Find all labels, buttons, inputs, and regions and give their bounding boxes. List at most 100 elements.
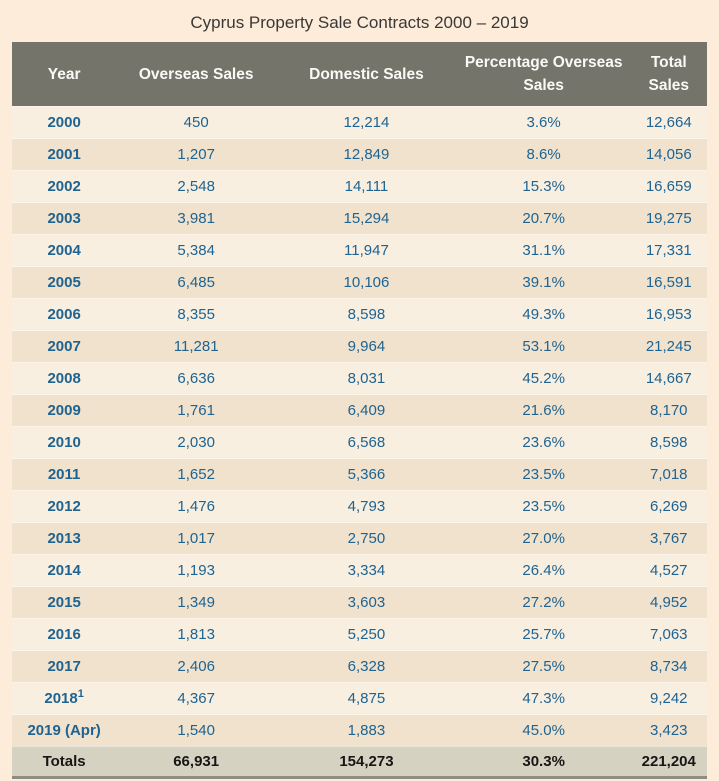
page-title: Cyprus Property Sale Contracts 2000 – 20…: [190, 13, 529, 32]
domestic-value-cell: 15,294: [276, 202, 457, 235]
total-value-cell: 7,018: [630, 458, 707, 491]
year-cell: 2019 (Apr): [12, 714, 117, 747]
year-cell: 2001: [12, 138, 117, 171]
column-header-year: Year: [12, 42, 117, 107]
domestic-value-cell: 6,568: [276, 426, 457, 459]
year-cell: 2006: [12, 298, 117, 331]
year-cell: 2009: [12, 394, 117, 427]
year-cell: 2002: [12, 170, 117, 203]
overseas-value-cell: 5,384: [116, 234, 277, 267]
overseas-value-cell: 2,030: [116, 426, 277, 459]
domestic-value-cell: 3,603: [276, 586, 457, 619]
total-value-cell: 9,242: [630, 682, 707, 715]
table-row: 2019 (Apr) 1,540 1,883 45.0% 3,423: [12, 714, 707, 747]
column-header-overseas-sales: Overseas Sales: [116, 42, 277, 107]
table-row: 2009 1,761 6,409 21.6% 8,170: [12, 394, 707, 427]
year-cell: 2015: [12, 586, 117, 619]
total-value-cell: 16,659: [630, 170, 707, 203]
overseas-value-cell: 2,548: [116, 170, 277, 203]
domestic-value-cell: 5,250: [276, 618, 457, 651]
overseas-value-cell: 4,367: [116, 682, 277, 715]
table-row: 2004 5,384 11,947 31.1% 17,331: [12, 234, 707, 267]
year-cell: 2007: [12, 330, 117, 363]
overseas-value-cell: 1,652: [116, 458, 277, 491]
percentage-value-cell: 27.5%: [456, 650, 631, 683]
percentage-value-cell: 31.1%: [456, 234, 631, 267]
percentage-value-cell: 23.5%: [456, 458, 631, 491]
total-value-cell: 14,667: [630, 362, 707, 395]
table-row: 2015 1,349 3,603 27.2% 4,952: [12, 586, 707, 619]
year-cell: 2012: [12, 490, 117, 523]
year-cell: 2014: [12, 554, 117, 587]
overseas-value-cell: 1,207: [116, 138, 277, 171]
percentage-value-cell: 21.6%: [456, 394, 631, 427]
total-value-cell: 8,598: [630, 426, 707, 459]
percentage-value-cell: 39.1%: [456, 266, 631, 299]
total-value-cell: 3,423: [630, 714, 707, 747]
table-row: 2008 6,636 8,031 45.2% 14,667: [12, 362, 707, 395]
property-sales-table: Year Overseas Sales Domestic Sales Percenta…: [12, 42, 707, 779]
table-row: 2016 1,813 5,250 25.7% 7,063: [12, 618, 707, 651]
overseas-value-cell: 1,540: [116, 714, 277, 747]
percentage-value-cell: 15.3%: [456, 170, 631, 203]
overseas-value-cell: 1,193: [116, 554, 277, 587]
percentage-value-cell: 25.7%: [456, 618, 631, 651]
totals-overseas-cell: 66,931: [116, 746, 277, 779]
percentage-value-cell: 26.4%: [456, 554, 631, 587]
percentage-value-cell: 45.2%: [456, 362, 631, 395]
table-row: 2006 8,355 8,598 49.3% 16,953: [12, 298, 707, 331]
domestic-value-cell: 12,849: [276, 138, 457, 171]
overseas-value-cell: 6,636: [116, 362, 277, 395]
table-row: 2017 2,406 6,328 27.5% 8,734: [12, 650, 707, 683]
overseas-value-cell: 1,476: [116, 490, 277, 523]
domestic-value-cell: 2,750: [276, 522, 457, 555]
overseas-value-cell: 1,813: [116, 618, 277, 651]
total-value-cell: 4,527: [630, 554, 707, 587]
percentage-value-cell: 49.3%: [456, 298, 631, 331]
table-row: 2010 2,030 6,568 23.6% 8,598: [12, 426, 707, 459]
domestic-value-cell: 3,334: [276, 554, 457, 587]
table-row: 2013 1,017 2,750 27.0% 3,767: [12, 522, 707, 555]
overseas-value-cell: 6,485: [116, 266, 277, 299]
year-cell: 2016: [12, 618, 117, 651]
column-header-total-sales: Total Sales: [630, 42, 707, 107]
table-row: 2012 1,476 4,793 23.5% 6,269: [12, 490, 707, 523]
total-value-cell: 21,245: [630, 330, 707, 363]
overseas-value-cell: 11,281: [116, 330, 277, 363]
table-row: 2001 1,207 12,849 8.6% 14,056: [12, 138, 707, 171]
total-value-cell: 8,170: [630, 394, 707, 427]
percentage-value-cell: 23.6%: [456, 426, 631, 459]
overseas-value-cell: 2,406: [116, 650, 277, 683]
domestic-value-cell: 6,328: [276, 650, 457, 683]
percentage-value-cell: 3.6%: [456, 106, 631, 139]
total-value-cell: 3,767: [630, 522, 707, 555]
year-cell: 2000: [12, 106, 117, 139]
year-cell: 2008: [12, 362, 117, 395]
total-value-cell: 16,953: [630, 298, 707, 331]
domestic-value-cell: 4,875: [276, 682, 457, 715]
percentage-value-cell: 47.3%: [456, 682, 631, 715]
totals-domestic-cell: 154,273: [276, 746, 457, 779]
total-value-cell: 7,063: [630, 618, 707, 651]
percentage-value-cell: 20.7%: [456, 202, 631, 235]
total-value-cell: 6,269: [630, 490, 707, 523]
domestic-value-cell: 10,106: [276, 266, 457, 299]
overseas-value-cell: 8,355: [116, 298, 277, 331]
totals-total-cell: 221,204: [630, 746, 707, 779]
total-value-cell: 16,591: [630, 266, 707, 299]
year-cell: 2011: [12, 458, 117, 491]
percentage-value-cell: 45.0%: [456, 714, 631, 747]
year-cell: 2003: [12, 202, 117, 235]
domestic-value-cell: 12,214: [276, 106, 457, 139]
domestic-value-cell: 9,964: [276, 330, 457, 363]
year-cell: 2004: [12, 234, 117, 267]
year-cell: 2013: [12, 522, 117, 555]
domestic-value-cell: 14,111: [276, 170, 457, 203]
percentage-value-cell: 23.5%: [456, 490, 631, 523]
overseas-value-cell: 1,761: [116, 394, 277, 427]
percentage-value-cell: 8.6%: [456, 138, 631, 171]
year-cell: 2005: [12, 266, 117, 299]
table-row: 2007 11,281 9,964 53.1% 21,245: [12, 330, 707, 363]
overseas-value-cell: 3,981: [116, 202, 277, 235]
year-superscript: 1: [77, 688, 84, 700]
